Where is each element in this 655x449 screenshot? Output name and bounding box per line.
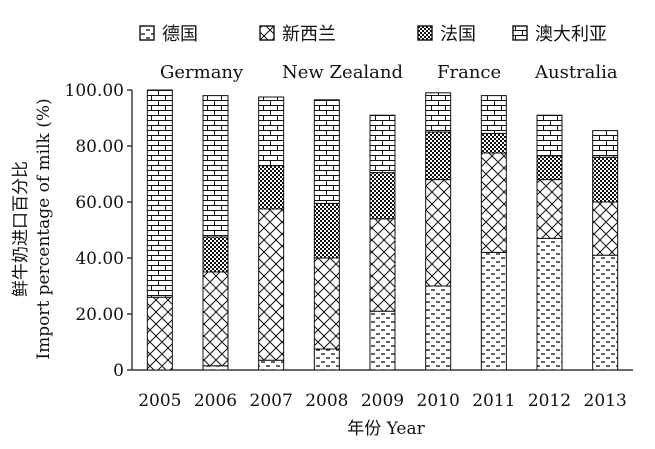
bar-segment [592, 156, 619, 203]
legend-label-en: Australia [534, 62, 618, 83]
bar-segment [425, 131, 452, 181]
y-tick-label: 100.00 [65, 81, 124, 101]
bar-segment [592, 254, 619, 371]
legend-label-en: New Zealand [282, 62, 403, 83]
x-axis-label: 年份 Year [347, 419, 425, 439]
x-tick-label: 2008 [305, 391, 348, 411]
bar-segment [202, 95, 229, 238]
bar-segment [202, 236, 229, 273]
bar-segment [369, 310, 396, 371]
x-tick-label: 2009 [361, 391, 404, 411]
x-tick-label: 2006 [194, 391, 237, 411]
bar-segment [313, 202, 340, 259]
legend-label-cn: 澳大利亚 [535, 24, 607, 45]
legend-label-en: Germany [160, 62, 244, 83]
bar-segment [480, 95, 507, 134]
legend-swatch [259, 25, 275, 41]
bar-segment [369, 172, 396, 220]
bar-segment [536, 237, 563, 371]
bar-segment [313, 257, 340, 350]
bar-segment [592, 201, 619, 256]
bar-segment [313, 348, 340, 371]
bar-segment [202, 271, 229, 367]
y-axis-label-cn: 鲜牛奶进口百分比 [11, 161, 31, 297]
y-tick-label: 20.00 [75, 305, 124, 325]
bar-segment [425, 285, 452, 371]
bar-segment [258, 359, 285, 371]
x-tick-label: 2011 [472, 391, 515, 411]
bar-segment [536, 114, 563, 157]
tick-labels: 0 20.00 40.00 60.00 80.00 100.00 2005 2006 2007 2… [65, 81, 627, 411]
bar-segment [369, 218, 396, 312]
legend-label-en: France [437, 62, 501, 83]
bar-segment [480, 251, 507, 371]
y-tick-label: 40.00 [75, 249, 124, 269]
legend-swatch [417, 25, 433, 41]
bar-segment [146, 89, 173, 298]
bar-segment [258, 165, 285, 210]
legend-label-cn: 德国 [162, 24, 198, 45]
x-tick-label: 2005 [138, 391, 181, 411]
bar-segment [258, 208, 285, 361]
bar-segment [258, 96, 285, 167]
bar-segment [202, 365, 229, 371]
x-tick-label: 2013 [584, 391, 627, 411]
y-axis-label-en: Import percentage of milk (%) [34, 98, 54, 359]
y-tick-label: 60.00 [75, 193, 124, 213]
bar-segment [480, 132, 507, 154]
bar-segment [592, 130, 619, 158]
legend-label-cn: 法国 [440, 24, 476, 45]
bar-segment [369, 114, 396, 174]
legend-swatch [139, 25, 155, 41]
bars [146, 89, 619, 371]
bar-segment [313, 99, 340, 204]
legend: 德国 Germany 新西兰 New Zealand 法国 France 澳大利亚 Austr… [139, 24, 618, 83]
bar-segment [146, 296, 173, 371]
x-tick-label: 2007 [250, 391, 293, 411]
bar-segment [480, 152, 507, 253]
y-tick-label: 0 [113, 361, 124, 381]
y-tick-label: 80.00 [75, 137, 124, 157]
legend-label-cn: 新西兰 [282, 24, 336, 45]
x-tick-label: 2012 [528, 391, 571, 411]
x-tick-label: 2010 [417, 391, 460, 411]
legend-swatch [512, 25, 528, 41]
bar-segment [425, 92, 452, 133]
bar-segment [536, 179, 563, 239]
bar-segment [425, 179, 452, 287]
bar-segment [536, 155, 563, 181]
